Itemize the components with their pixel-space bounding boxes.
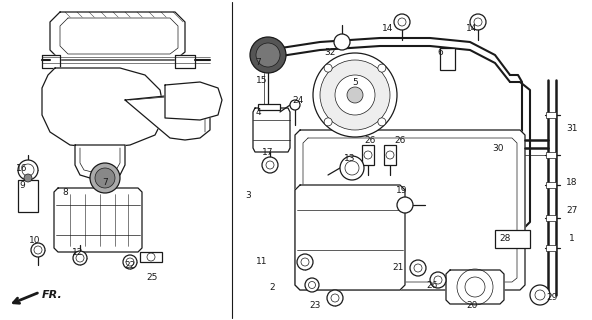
Text: 25: 25 (146, 274, 157, 283)
Text: FR.: FR. (42, 290, 63, 300)
Circle shape (31, 243, 45, 257)
Polygon shape (295, 130, 525, 290)
Text: 15: 15 (256, 76, 268, 84)
Text: 23: 23 (309, 300, 321, 309)
Polygon shape (253, 108, 290, 152)
Polygon shape (125, 95, 210, 140)
Text: 9: 9 (19, 180, 25, 189)
Circle shape (320, 60, 390, 130)
Circle shape (430, 272, 446, 288)
Polygon shape (446, 270, 504, 304)
Text: 18: 18 (567, 178, 578, 187)
Text: 10: 10 (29, 236, 41, 244)
Circle shape (305, 278, 319, 292)
Polygon shape (165, 82, 222, 120)
Text: 14: 14 (466, 23, 478, 33)
Circle shape (470, 14, 486, 30)
Circle shape (397, 197, 413, 213)
Bar (495, 230, 530, 248)
Circle shape (334, 34, 350, 50)
Text: 4: 4 (255, 108, 261, 116)
Text: 3: 3 (245, 190, 251, 199)
Text: 26: 26 (394, 135, 406, 145)
Text: 29: 29 (546, 293, 558, 302)
Circle shape (530, 285, 550, 305)
Circle shape (24, 174, 32, 182)
Bar (546, 112, 556, 118)
Polygon shape (60, 18, 178, 54)
Bar (140, 252, 162, 262)
Text: 24: 24 (292, 95, 304, 105)
Bar (18, 180, 38, 212)
Polygon shape (50, 12, 185, 60)
Polygon shape (42, 55, 60, 68)
Text: 16: 16 (16, 164, 28, 172)
Text: 14: 14 (382, 23, 394, 33)
Bar (384, 145, 396, 165)
Text: 11: 11 (256, 258, 268, 267)
Circle shape (18, 160, 38, 180)
Circle shape (335, 75, 375, 115)
Ellipse shape (79, 91, 121, 129)
Bar (546, 182, 556, 188)
Text: 13: 13 (345, 154, 356, 163)
Circle shape (327, 290, 343, 306)
Circle shape (90, 163, 120, 193)
Text: 26: 26 (364, 135, 376, 145)
Text: 19: 19 (396, 186, 408, 195)
Circle shape (378, 64, 386, 72)
Text: 2: 2 (269, 284, 275, 292)
Polygon shape (42, 68, 165, 148)
Circle shape (290, 100, 300, 110)
Polygon shape (54, 188, 142, 252)
Text: 21: 21 (392, 263, 404, 273)
Text: 5: 5 (352, 77, 358, 86)
Bar (362, 145, 374, 165)
Bar (258, 104, 280, 110)
Text: 22: 22 (124, 260, 136, 269)
Bar (546, 152, 556, 158)
Text: 1: 1 (569, 234, 575, 243)
Text: 30: 30 (493, 143, 504, 153)
Text: 31: 31 (567, 124, 578, 132)
Circle shape (123, 255, 137, 269)
Circle shape (378, 118, 386, 126)
Bar (546, 215, 556, 221)
Text: 27: 27 (567, 205, 578, 214)
Circle shape (95, 168, 115, 188)
Bar (546, 245, 556, 251)
Circle shape (394, 14, 410, 30)
Circle shape (340, 156, 364, 180)
Circle shape (324, 64, 332, 72)
Text: 26: 26 (426, 281, 437, 290)
Text: 32: 32 (324, 47, 336, 57)
Circle shape (324, 118, 332, 126)
Polygon shape (295, 185, 405, 290)
Text: 12: 12 (72, 247, 83, 257)
Polygon shape (75, 145, 125, 178)
Polygon shape (175, 55, 195, 68)
Circle shape (313, 53, 397, 137)
Bar (440, 48, 455, 70)
Circle shape (347, 87, 363, 103)
Circle shape (297, 254, 313, 270)
Circle shape (250, 37, 286, 73)
Text: 7: 7 (102, 178, 108, 187)
Text: 17: 17 (262, 148, 274, 156)
Circle shape (256, 43, 280, 67)
Text: 20: 20 (466, 300, 478, 309)
Text: 6: 6 (437, 47, 443, 57)
Text: 28: 28 (499, 234, 511, 243)
Text: 8: 8 (62, 188, 68, 196)
Circle shape (262, 157, 278, 173)
Text: 7: 7 (255, 58, 261, 67)
Circle shape (73, 251, 87, 265)
Circle shape (410, 260, 426, 276)
